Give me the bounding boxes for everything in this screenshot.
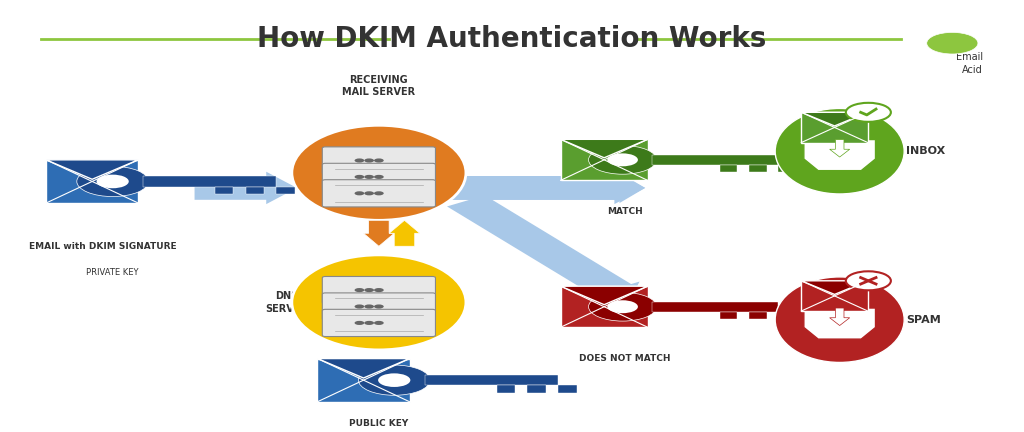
FancyBboxPatch shape <box>750 311 767 319</box>
Text: Email
Acid: Email Acid <box>956 52 983 75</box>
Polygon shape <box>804 308 876 339</box>
Ellipse shape <box>775 108 904 194</box>
Circle shape <box>354 175 365 179</box>
FancyBboxPatch shape <box>323 276 435 304</box>
Text: EMAIL with DKIM SIGNATURE: EMAIL with DKIM SIGNATURE <box>29 242 176 251</box>
Polygon shape <box>317 359 410 378</box>
Text: PUBLIC KEY: PUBLIC KEY <box>349 419 409 428</box>
Text: SPAM: SPAM <box>906 314 941 325</box>
FancyArrow shape <box>829 140 850 157</box>
Circle shape <box>607 153 638 166</box>
FancyBboxPatch shape <box>323 180 435 207</box>
Circle shape <box>853 106 884 119</box>
FancyBboxPatch shape <box>801 281 867 311</box>
Circle shape <box>354 159 365 162</box>
Circle shape <box>365 305 374 308</box>
Circle shape <box>853 274 884 287</box>
FancyBboxPatch shape <box>561 286 647 327</box>
Circle shape <box>927 32 978 54</box>
FancyArrow shape <box>364 220 394 246</box>
Polygon shape <box>46 160 138 179</box>
FancyArrow shape <box>389 220 420 246</box>
Circle shape <box>589 146 656 174</box>
Circle shape <box>354 305 365 308</box>
Circle shape <box>365 288 374 292</box>
Circle shape <box>365 159 374 162</box>
Circle shape <box>374 321 384 325</box>
Circle shape <box>607 300 638 313</box>
FancyBboxPatch shape <box>652 155 778 165</box>
Circle shape <box>358 365 430 395</box>
Polygon shape <box>801 112 867 126</box>
FancyBboxPatch shape <box>497 385 515 393</box>
Circle shape <box>354 321 365 325</box>
FancyBboxPatch shape <box>561 139 647 181</box>
Circle shape <box>374 191 384 195</box>
FancyArrow shape <box>195 172 297 204</box>
FancyArrow shape <box>440 172 645 204</box>
Ellipse shape <box>292 255 466 350</box>
FancyBboxPatch shape <box>246 187 264 194</box>
Circle shape <box>374 305 384 308</box>
Polygon shape <box>561 286 647 305</box>
FancyBboxPatch shape <box>323 309 435 337</box>
Ellipse shape <box>775 277 904 362</box>
Circle shape <box>96 175 129 188</box>
Circle shape <box>846 103 891 122</box>
FancyBboxPatch shape <box>778 165 796 172</box>
FancyBboxPatch shape <box>323 163 435 191</box>
Circle shape <box>374 288 384 292</box>
FancyBboxPatch shape <box>720 311 737 319</box>
Ellipse shape <box>292 125 466 220</box>
Circle shape <box>365 191 374 195</box>
Circle shape <box>589 292 656 321</box>
Circle shape <box>378 373 411 387</box>
FancyBboxPatch shape <box>323 293 435 320</box>
Text: DOES NOT MATCH: DOES NOT MATCH <box>579 354 671 363</box>
Circle shape <box>365 175 374 179</box>
Polygon shape <box>561 139 647 158</box>
FancyBboxPatch shape <box>652 302 778 311</box>
FancyBboxPatch shape <box>801 112 867 143</box>
FancyArrow shape <box>829 308 850 326</box>
FancyBboxPatch shape <box>317 359 410 402</box>
Text: MATCH: MATCH <box>607 207 642 216</box>
FancyBboxPatch shape <box>527 385 546 393</box>
Circle shape <box>374 175 384 179</box>
FancyBboxPatch shape <box>720 165 737 172</box>
Circle shape <box>374 159 384 162</box>
FancyBboxPatch shape <box>276 187 295 194</box>
Polygon shape <box>804 140 876 171</box>
FancyBboxPatch shape <box>143 176 276 187</box>
Circle shape <box>77 166 148 197</box>
FancyBboxPatch shape <box>750 165 767 172</box>
FancyArrow shape <box>447 195 640 300</box>
Text: PRIVATE KEY: PRIVATE KEY <box>86 268 139 277</box>
FancyBboxPatch shape <box>323 147 435 174</box>
Text: DNS
SERVER: DNS SERVER <box>265 291 308 314</box>
Circle shape <box>354 191 365 195</box>
Text: How DKIM Authentication Works: How DKIM Authentication Works <box>257 25 767 53</box>
Circle shape <box>846 271 891 290</box>
FancyBboxPatch shape <box>425 375 558 385</box>
FancyBboxPatch shape <box>778 311 796 319</box>
Text: RECEIVING
MAIL SERVER: RECEIVING MAIL SERVER <box>342 75 416 97</box>
FancyBboxPatch shape <box>46 160 138 203</box>
Circle shape <box>354 288 365 292</box>
Polygon shape <box>801 281 867 295</box>
FancyBboxPatch shape <box>558 385 577 393</box>
Text: INBOX: INBOX <box>906 146 945 156</box>
FancyBboxPatch shape <box>215 187 233 194</box>
Circle shape <box>365 321 374 325</box>
FancyArrow shape <box>451 173 645 203</box>
